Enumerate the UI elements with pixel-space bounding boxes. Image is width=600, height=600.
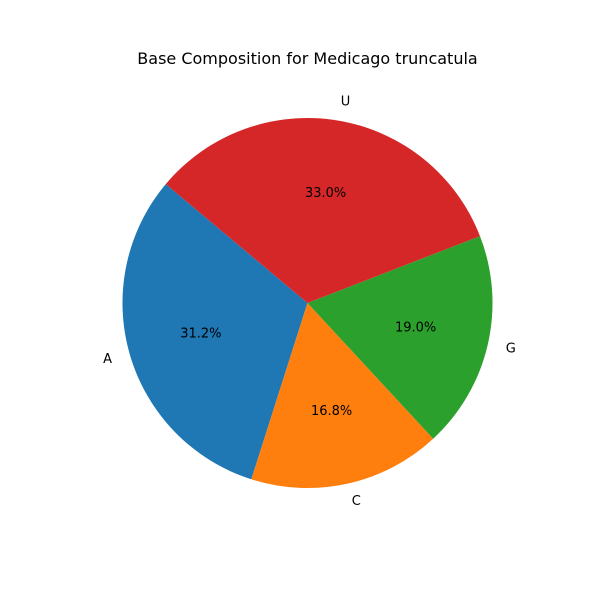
percent-label-u: 33.0%	[305, 186, 346, 201]
percent-label-g: 19.0%	[395, 320, 436, 335]
pie-slice-u	[165, 117, 480, 303]
slice-label-u: U	[341, 95, 351, 110]
percent-label-c: 16.8%	[311, 404, 352, 419]
chart-title: Base Composition for Medicago truncatula	[137, 49, 477, 68]
slice-label-a: A	[103, 352, 112, 367]
pie-slice-c	[251, 303, 434, 488]
slice-label-g: G	[506, 341, 516, 356]
percent-label-a: 31.2%	[180, 326, 221, 341]
slice-label-c: C	[352, 494, 361, 509]
pie-slice-g	[307, 236, 493, 439]
pie-slice-a	[122, 184, 308, 480]
pie-slices	[122, 117, 493, 488]
pie-labels: A 31.2% C 16.8% G 19.0% U 33.0%	[103, 95, 516, 509]
